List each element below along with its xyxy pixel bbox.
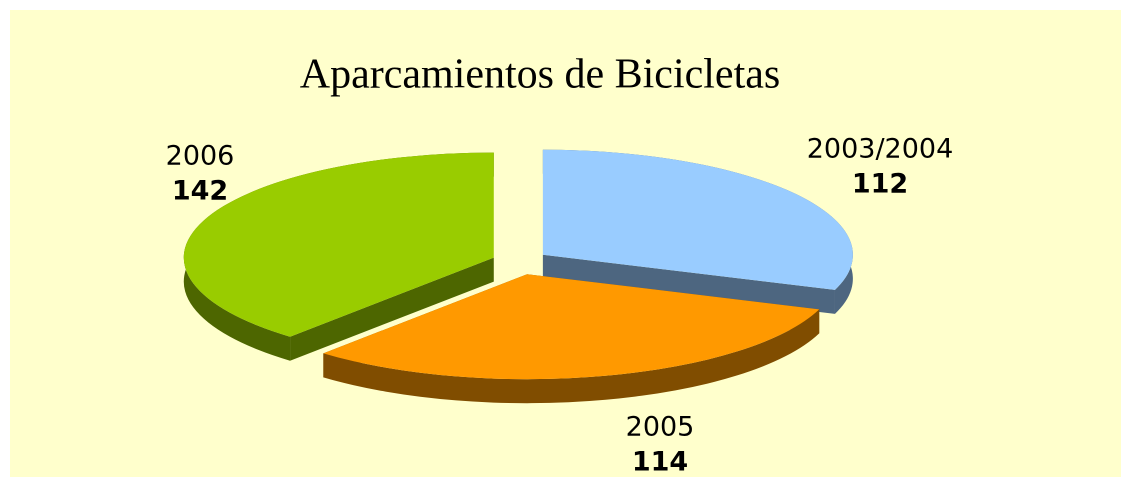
slice	[542, 149, 853, 290]
value-label: 114	[632, 447, 688, 478]
value-label: 112	[852, 169, 908, 200]
slice-label: 2005	[626, 412, 695, 443]
slice	[183, 152, 494, 337]
slice-label: 2006	[166, 141, 235, 172]
slice-side	[290, 257, 494, 361]
value-label: 142	[172, 176, 228, 207]
slice-side	[542, 254, 835, 314]
chart-title: Aparcamientos de Bicicletas	[300, 52, 780, 98]
slice	[323, 274, 820, 380]
slice-label: 2003/2004	[807, 134, 954, 165]
slice-side	[323, 309, 820, 404]
